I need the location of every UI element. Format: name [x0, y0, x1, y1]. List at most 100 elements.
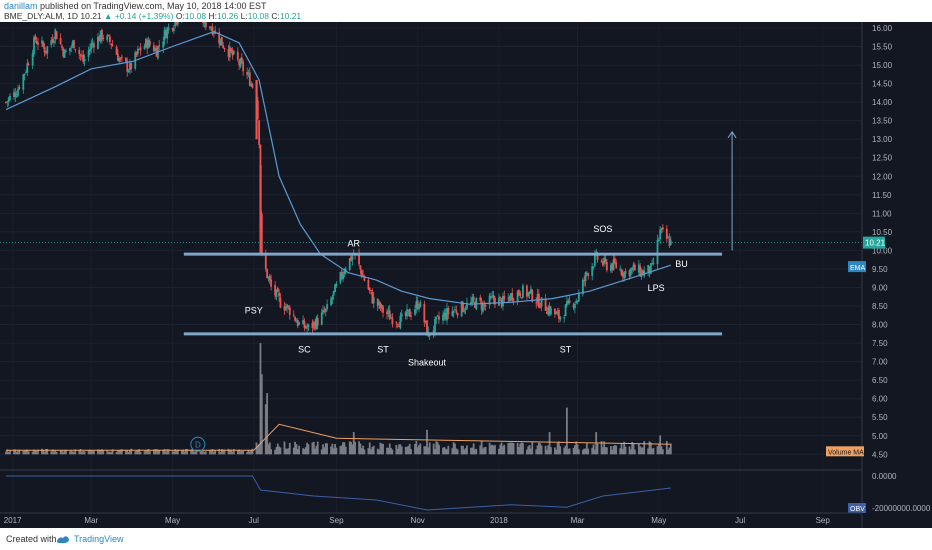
- volume-bar: [407, 445, 410, 455]
- volume-bar: [368, 442, 371, 455]
- time-axis-tick: May: [651, 516, 666, 525]
- candle-body: [443, 312, 446, 317]
- candle-body: [484, 305, 487, 307]
- volume-bar: [472, 443, 475, 455]
- candle-body: [93, 43, 95, 48]
- volume-bar: [378, 449, 380, 455]
- high-label: H:: [208, 11, 217, 21]
- candle-body: [546, 311, 548, 314]
- candle-body: [15, 95, 18, 97]
- price-chart[interactable]: D PSY SC AR ST Shakeout ST SOS BU LPS 16.00 15.50…: [0, 22, 932, 528]
- candle-body: [65, 50, 67, 52]
- candle-body: [162, 41, 165, 48]
- dividend-event-letter: D: [195, 440, 201, 449]
- volume-bar: [428, 442, 431, 455]
- candle-body: [508, 296, 511, 302]
- candle-body: [294, 316, 297, 321]
- price-axis[interactable]: 16.00 15.50 15.00 14.50 14.00 13.50 13.00 12.50…: [826, 22, 932, 528]
- candle-body: [227, 48, 230, 57]
- price-axis-tick: 11.00: [872, 209, 892, 218]
- candle-body: [154, 48, 157, 51]
- volume-bar: [176, 449, 179, 455]
- volume-bar: [535, 449, 538, 455]
- volume-bar: [264, 404, 267, 455]
- volume-bar: [220, 448, 223, 455]
- volume-bar: [665, 441, 668, 455]
- candle-body: [368, 287, 371, 291]
- price-axis-tick: 10.00: [872, 246, 893, 255]
- volume-bar: [615, 445, 618, 455]
- candle-body: [462, 302, 464, 313]
- volume-bar: [192, 451, 195, 455]
- candle-body: [203, 22, 206, 24]
- candle-body: [466, 302, 468, 309]
- volume-bar: [628, 446, 631, 455]
- volume-bar: [322, 444, 324, 455]
- candle-body: [26, 63, 29, 73]
- candle-body: [629, 268, 632, 275]
- candle-body: [362, 275, 364, 277]
- volume-bar: [668, 447, 671, 455]
- volume-bar: [432, 443, 435, 455]
- candle-body: [135, 51, 138, 55]
- candle-body: [600, 261, 603, 263]
- candle-body: [612, 259, 615, 270]
- volume-bar: [388, 443, 391, 455]
- volume-bar: [41, 448, 43, 455]
- volume-bar: [619, 448, 622, 455]
- candle-body: [471, 297, 474, 303]
- candle-body: [175, 22, 178, 24]
- price-axis-tick: 4.50: [872, 450, 888, 459]
- volume-bar: [516, 442, 519, 455]
- volume-bar: [633, 449, 636, 455]
- candle-body: [631, 267, 634, 271]
- volume-bar: [182, 449, 185, 455]
- candle-body: [101, 29, 103, 40]
- candle-body: [246, 72, 249, 75]
- volume-bar: [35, 450, 38, 455]
- candle-body: [307, 324, 310, 327]
- candle-body: [398, 325, 400, 327]
- volume-bar: [491, 444, 494, 455]
- time-axis-tick: Mar: [571, 516, 585, 525]
- time-axis[interactable]: 2017 Mar May Jul Sep Nov 2018 Mar May Jul Sep: [0, 512, 862, 525]
- candle-body: [298, 322, 301, 325]
- candle-body: [661, 227, 664, 230]
- candle-body: [451, 311, 454, 316]
- candle-body: [564, 304, 567, 316]
- volume-bar: [591, 447, 594, 455]
- candle-body: [27, 64, 30, 66]
- candle-body: [250, 83, 253, 87]
- candle-body: [139, 47, 142, 51]
- annotation-sc: SC: [298, 344, 311, 354]
- volume-bar: [434, 448, 436, 455]
- candle-body: [605, 261, 608, 271]
- volume-bar: [146, 449, 149, 455]
- candle-body: [231, 50, 234, 56]
- ema-tag-text: EMA: [850, 265, 866, 272]
- candle-body: [119, 58, 122, 60]
- candle-body: [434, 319, 436, 332]
- volume-bar: [483, 447, 486, 455]
- volume-ma-tag-text: Volume MA: [828, 449, 864, 456]
- volume-bar: [258, 444, 261, 455]
- candle-body: [223, 48, 226, 50]
- candle-body: [510, 293, 512, 300]
- volume-bar: [334, 444, 336, 455]
- candle-body: [456, 313, 459, 316]
- author-link[interactable]: danillam: [4, 1, 38, 11]
- volume-bar: [130, 448, 133, 455]
- candle-body: [25, 72, 27, 74]
- tradingview-brand-link[interactable]: TradingView: [74, 534, 124, 544]
- candle-body: [585, 272, 588, 274]
- candle-body: [275, 289, 278, 298]
- candle-body: [81, 55, 83, 57]
- low-value: 10.08: [247, 11, 269, 21]
- candle-body: [314, 322, 316, 330]
- volume-bar: [314, 448, 316, 455]
- candle-body: [603, 257, 606, 264]
- volume-bar: [276, 443, 279, 455]
- candle-body: [502, 296, 504, 307]
- volume-bar: [556, 443, 559, 455]
- candle-body: [106, 35, 109, 41]
